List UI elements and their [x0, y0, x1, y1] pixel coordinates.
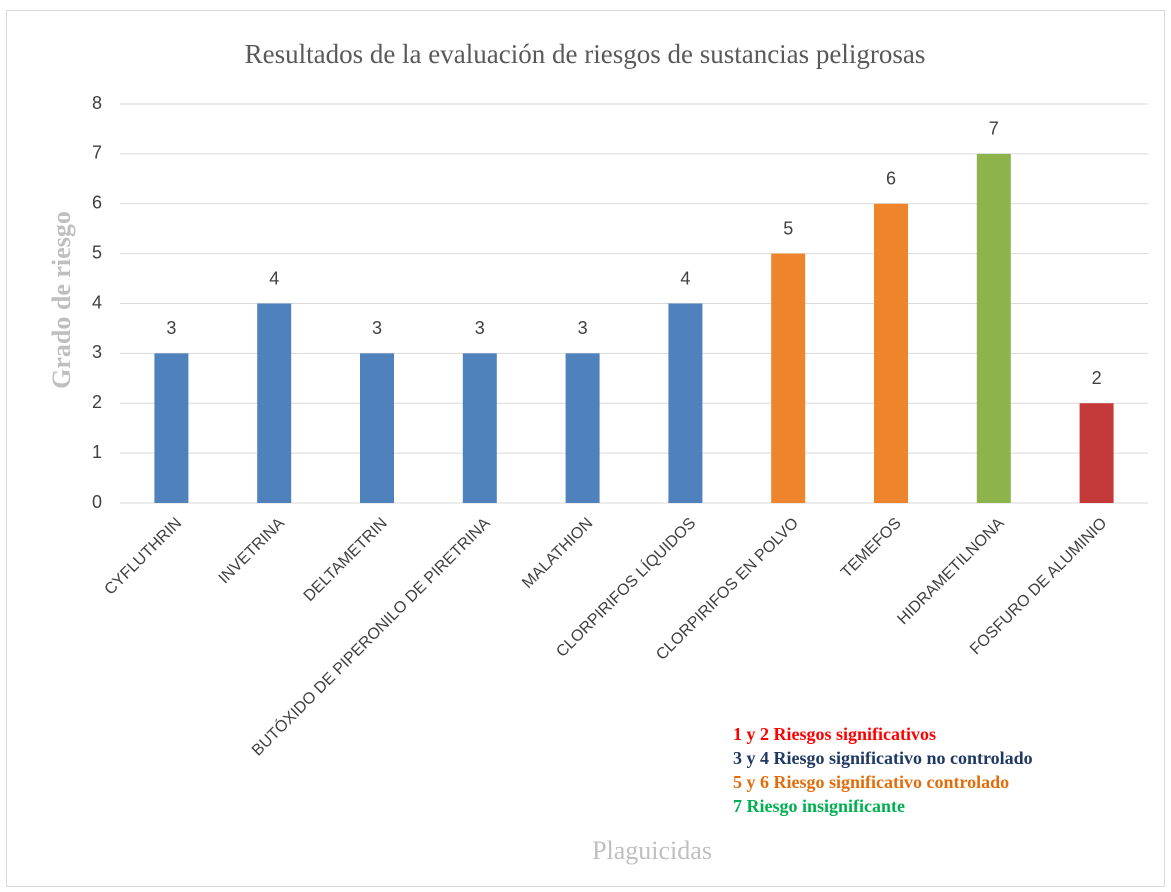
bar	[874, 203, 908, 503]
legend-item: 1 y 2 Riesgos significativos	[733, 724, 937, 744]
legend-item: 5 y 6 Riesgo significativo controlado	[733, 772, 1010, 792]
y-tick-label: 6	[92, 193, 102, 213]
data-label: 3	[475, 318, 485, 338]
y-tick-label: 2	[92, 392, 102, 412]
legend-item: 7 Riesgo insignificante	[733, 796, 906, 816]
bar	[565, 353, 600, 503]
bar	[668, 303, 703, 503]
legend: 1 y 2 Riesgos significativos 3 y 4 Riesgo…	[733, 722, 1033, 818]
y-tick-label: 5	[92, 242, 102, 262]
data-label: 3	[372, 318, 382, 338]
y-axis-label: Grado de riesgo	[47, 211, 76, 389]
data-label: 6	[886, 169, 896, 189]
y-tick-label: 3	[92, 342, 102, 362]
data-label: 7	[989, 119, 999, 139]
y-tick-label: 4	[92, 292, 102, 312]
y-tick-label: 8	[92, 93, 102, 113]
data-label: 4	[269, 268, 279, 288]
bar	[462, 353, 497, 503]
data-label: 3	[578, 318, 588, 338]
data-label: 2	[1092, 368, 1102, 388]
y-tick-label: 0	[92, 492, 102, 512]
chart-title: Resultados de la evaluación de riesgos d…	[245, 39, 926, 69]
data-label: 4	[680, 268, 690, 288]
y-tick-label: 7	[92, 143, 102, 163]
bar	[771, 253, 806, 503]
bar	[360, 353, 394, 503]
legend-item: 3 y 4 Riesgo significativo no controlado	[733, 748, 1033, 768]
bar	[154, 353, 189, 503]
data-label: 3	[166, 318, 176, 338]
data-label: 5	[783, 218, 793, 238]
x-axis-label: Plaguicidas	[592, 836, 712, 865]
bar	[1079, 403, 1114, 503]
bar	[976, 153, 1011, 503]
bar	[257, 303, 292, 503]
y-tick-label: 1	[92, 442, 102, 462]
